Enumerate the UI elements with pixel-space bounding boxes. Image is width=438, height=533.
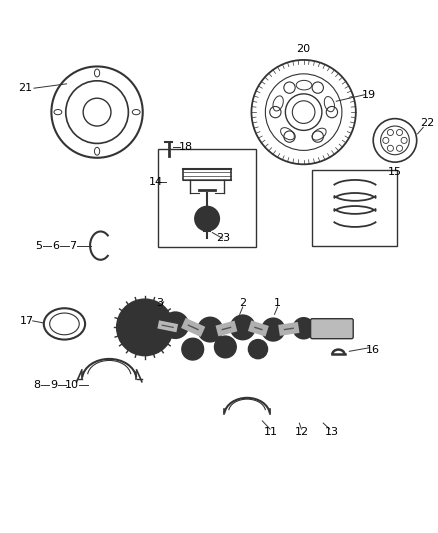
Text: 10: 10 (65, 380, 79, 390)
Text: 13: 13 (325, 427, 339, 437)
Circle shape (198, 317, 223, 342)
Text: 6: 6 (52, 240, 59, 251)
Text: 12: 12 (294, 427, 308, 437)
Circle shape (268, 324, 279, 335)
Text: 8: 8 (33, 380, 41, 390)
Text: 3: 3 (157, 298, 164, 309)
Text: 11: 11 (264, 427, 278, 437)
Circle shape (204, 324, 216, 336)
Text: 17: 17 (20, 316, 34, 326)
Circle shape (182, 338, 204, 360)
FancyBboxPatch shape (311, 319, 353, 338)
Bar (312, 169, 397, 246)
Circle shape (127, 310, 162, 345)
Text: 9: 9 (50, 380, 57, 390)
Text: 14: 14 (149, 177, 163, 187)
Circle shape (162, 312, 188, 338)
Circle shape (262, 318, 285, 341)
Text: 20: 20 (297, 44, 311, 54)
Text: 2: 2 (239, 298, 246, 309)
Circle shape (169, 319, 182, 332)
Text: 23: 23 (216, 233, 230, 243)
Text: 22: 22 (420, 118, 434, 128)
Circle shape (230, 315, 255, 340)
Text: 1: 1 (274, 298, 281, 309)
Text: 5: 5 (35, 240, 42, 251)
Bar (158, 149, 256, 247)
Text: 19: 19 (362, 90, 376, 100)
Circle shape (195, 206, 219, 231)
Circle shape (220, 342, 231, 352)
Circle shape (187, 344, 198, 354)
Circle shape (237, 321, 249, 334)
Circle shape (117, 299, 173, 356)
Circle shape (298, 323, 309, 334)
Text: 21: 21 (18, 83, 32, 93)
Circle shape (253, 344, 263, 354)
Text: 15: 15 (388, 167, 402, 177)
Circle shape (293, 318, 314, 338)
Circle shape (248, 340, 268, 359)
Text: 7: 7 (70, 240, 77, 251)
Circle shape (215, 336, 236, 358)
Text: 18: 18 (179, 142, 193, 152)
Text: 16: 16 (366, 345, 380, 355)
